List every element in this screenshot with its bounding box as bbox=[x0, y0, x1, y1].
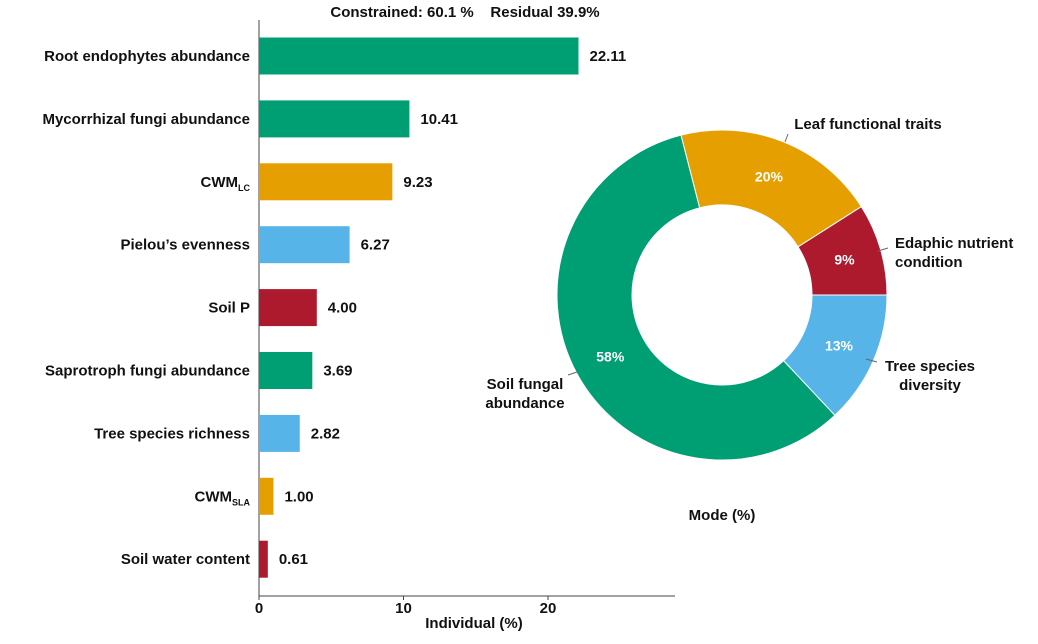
value-label: 22.11 bbox=[589, 48, 626, 65]
value-label: 6.27 bbox=[361, 237, 390, 254]
x-axis-label: Individual (%) bbox=[425, 615, 523, 632]
donut-slice bbox=[680, 129, 863, 248]
leader-line bbox=[567, 371, 578, 376]
leader-line bbox=[865, 358, 878, 363]
x-tick-label: 10 bbox=[395, 600, 412, 617]
bar bbox=[259, 37, 579, 75]
bar bbox=[259, 163, 393, 201]
leader-line bbox=[877, 247, 889, 252]
x-tick-label: 20 bbox=[540, 600, 557, 617]
category-label: CWMLC bbox=[201, 174, 251, 193]
category-subscript: SLA bbox=[232, 497, 251, 507]
category-label: Mycorrhizal fungi abundance bbox=[42, 111, 250, 128]
bar bbox=[259, 226, 350, 264]
value-label: 3.69 bbox=[323, 363, 352, 380]
category-label: CWMSLA bbox=[195, 488, 251, 507]
category-subscript: LC bbox=[238, 183, 250, 193]
value-label: 2.82 bbox=[311, 425, 340, 442]
bar bbox=[259, 477, 274, 515]
value-label: 4.00 bbox=[328, 300, 357, 317]
slice-label: diversity bbox=[899, 377, 961, 394]
slice-label: condition bbox=[895, 254, 963, 271]
category-label: Root endophytes abundance bbox=[44, 48, 250, 65]
category-label: Saprotroph fungi abundance bbox=[45, 363, 250, 380]
bar bbox=[259, 289, 317, 327]
slice-value-label: 9% bbox=[834, 251, 855, 267]
slice-label: Leaf functional traits bbox=[794, 116, 942, 133]
category-label: Tree species richness bbox=[94, 425, 250, 442]
category-label: Soil P bbox=[208, 300, 250, 317]
bar bbox=[259, 100, 410, 138]
bar bbox=[259, 352, 313, 389]
x-tick-label: 0 bbox=[255, 600, 263, 617]
slice-label: Soil fungal bbox=[487, 376, 564, 393]
value-label: 9.23 bbox=[403, 174, 432, 191]
donut-slice bbox=[782, 294, 888, 416]
slice-value-label: 13% bbox=[825, 338, 854, 354]
slice-value-label: 58% bbox=[596, 348, 625, 364]
slice-value-label: 20% bbox=[755, 168, 784, 184]
value-label: 0.61 bbox=[279, 551, 308, 568]
bar-chart-title: Constrained: 60.1 % Residual 39.9% bbox=[330, 4, 599, 21]
donut-slice bbox=[556, 134, 836, 461]
bar bbox=[259, 540, 268, 578]
bar bbox=[259, 414, 300, 452]
value-label: 10.41 bbox=[420, 111, 458, 128]
slice-label: abundance bbox=[485, 395, 564, 412]
leader-line bbox=[784, 133, 789, 143]
donut-title: Mode (%) bbox=[689, 507, 756, 524]
value-label: 1.00 bbox=[284, 488, 313, 505]
category-label: Soil water content bbox=[121, 551, 250, 568]
slice-label: Edaphic nutrient bbox=[895, 235, 1013, 252]
category-label: Pielou’s evenness bbox=[120, 237, 250, 254]
slice-label: Tree species bbox=[885, 358, 975, 375]
